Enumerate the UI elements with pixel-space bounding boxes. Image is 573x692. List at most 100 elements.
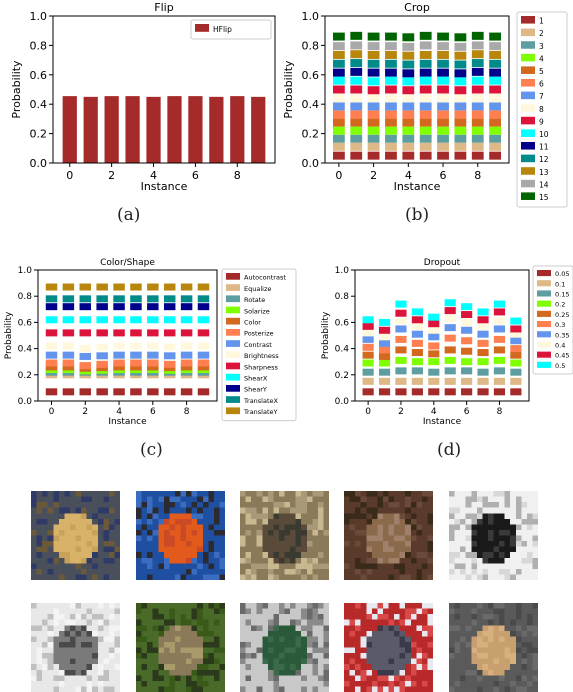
bar-segment-0.4-3 [411, 322, 423, 330]
legend-swatch [195, 24, 209, 32]
bar-segment-0.4-4 [428, 326, 440, 334]
y-tick-label: 0.2 [302, 128, 320, 141]
bar-segment-0.05-3 [411, 388, 423, 396]
bar-segment-12-8 [471, 59, 484, 68]
bar-segment-0.25-4 [428, 350, 440, 358]
x-tick-label: 2 [82, 407, 88, 417]
bar-segment-Sharpness-8 [180, 329, 193, 337]
bar-segment-8-8 [471, 94, 484, 103]
bar-segment-13-5 [419, 50, 432, 59]
bar-segment-12-4 [402, 60, 415, 69]
bar-segment-3-0 [332, 134, 345, 143]
bar-segment-6-2 [367, 110, 380, 119]
bar-segment-1-7 [454, 151, 467, 160]
bar-segment-4-9 [489, 126, 502, 135]
y-tick-label: 0.8 [30, 39, 48, 52]
legend-label: 0.05 [555, 270, 569, 278]
bar-segment-Contrast-7 [163, 352, 176, 360]
bar-segment-4-2 [367, 126, 380, 135]
y-tick-label: 0.0 [30, 157, 48, 170]
bar-segment-TranslateX-7 [163, 295, 176, 303]
bar-segment-Contrast-3 [96, 352, 108, 360]
bar-segment-15-9 [489, 32, 502, 41]
bar-segment-0.4-5 [444, 314, 456, 322]
bar-segment-0.2-0 [362, 359, 374, 367]
legend-swatch [521, 104, 535, 112]
bar-segment-0.15-9 [510, 368, 522, 376]
x-tick-label: 0 [365, 407, 371, 417]
thumb-frog-1 [344, 491, 433, 580]
bar-segment-Brightness-1 [62, 342, 75, 350]
bar-segment-0.05-2 [395, 388, 407, 396]
bar-segment-TranslateX-0 [45, 295, 58, 303]
bar-segment-TranslateX-3 [96, 295, 108, 303]
legend-swatch [521, 91, 535, 100]
bar-segment-4-4 [402, 126, 415, 135]
bar-segment-0.1-9 [510, 377, 522, 385]
bar-segment-0.15-0 [362, 368, 374, 376]
bar-segment-ShearY-1 [62, 303, 75, 311]
bar-segment-1-0 [332, 151, 345, 160]
bar-segment-14-5 [419, 41, 432, 50]
legend-swatch [226, 317, 240, 325]
bar-segment-0.1-4 [428, 377, 440, 385]
bar-segment-ShearX-1 [62, 316, 75, 324]
bar-segment-1-2 [367, 151, 380, 160]
bar-segment-2-9 [489, 142, 502, 151]
bar-segment-Posterize-8 [180, 359, 193, 367]
legend-label: Equalize [244, 285, 271, 293]
y-tick-label: 1.0 [30, 10, 48, 23]
bar-segment-Posterize-5 [130, 359, 142, 367]
legend-label: Rotate [244, 296, 265, 304]
bar-segment-12-5 [419, 59, 432, 68]
bar-segment-Color-9 [197, 363, 210, 371]
bar-segment-0.15-8 [493, 367, 506, 375]
bar-segment-Autocontrast-7 [163, 388, 176, 396]
legend-swatch [226, 385, 240, 392]
bar-segment-5-4 [402, 118, 415, 127]
legend-swatch [537, 361, 551, 368]
bar-segment-0.3-8 [493, 335, 506, 343]
bar-HFlip-5 [167, 96, 182, 163]
bar-segment-5-7 [454, 118, 467, 127]
legend-label: 7 [539, 92, 544, 101]
bar-segment-0.45-0 [362, 322, 374, 330]
bar-segment-9-5 [419, 85, 432, 94]
bar-segment-11-6 [437, 68, 449, 77]
bar-segment-TranslateY-5 [130, 283, 142, 291]
bar-segment-2-6 [437, 142, 449, 151]
legend-swatch [226, 306, 240, 314]
bar-segment-15-2 [367, 32, 380, 41]
bar-segment-0.4-8 [493, 317, 506, 325]
bar-segment-0.3-7 [477, 339, 489, 347]
bar-segment-7-0 [332, 102, 345, 111]
bar-segment-8-7 [454, 94, 467, 103]
bar-segment-10-9 [489, 76, 502, 85]
y-tick-label: 0.0 [302, 157, 320, 170]
y-tick-label: 0.6 [18, 318, 33, 328]
y-axis-label: Probability [282, 60, 295, 119]
bar-segment-TranslateY-0 [45, 283, 58, 291]
bar-segment-8-3 [385, 94, 397, 103]
bar-segment-0.3-2 [395, 335, 407, 343]
figure-charts: Flip 0.0 0.2 0.4 0.6 0.8 1.0 0 2 4 6 8 Instance Proba… [4, 1, 573, 427]
x-tick-label: 2 [108, 169, 115, 182]
bar-segment-Color-1 [62, 363, 75, 371]
bar-segment-TranslateX-2 [79, 295, 92, 303]
bar-segment-7-6 [437, 102, 449, 111]
bar-segment-Sharpness-7 [163, 329, 176, 337]
legend-swatch [521, 66, 535, 74]
bar-segment-8-6 [437, 94, 449, 103]
bar-segment-1-5 [419, 151, 432, 160]
bar-segment-0.25-6 [461, 347, 473, 355]
bar-segment-7-4 [402, 102, 415, 111]
bar-segment-Sharpness-3 [96, 329, 108, 337]
bar-segment-Sharpness-9 [197, 329, 210, 337]
bar-segment-8-9 [489, 94, 502, 103]
bar-segment-2-0 [332, 142, 345, 151]
bar-segment-6-4 [402, 110, 415, 119]
bar-segment-TranslateY-3 [96, 283, 108, 291]
bar-segment-0.2-8 [493, 356, 506, 364]
bar-segment-0.05-9 [510, 388, 522, 396]
legend-label: Sharpness [244, 363, 279, 371]
